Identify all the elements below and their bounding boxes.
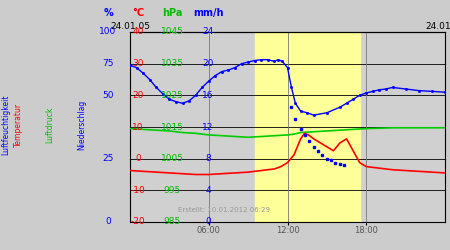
Text: mm/h: mm/h	[193, 8, 223, 18]
Text: 995: 995	[163, 186, 180, 195]
Text: Luftdruck: Luftdruck	[45, 107, 54, 143]
Text: 100: 100	[99, 28, 117, 36]
Text: %: %	[103, 8, 113, 18]
Text: °C: °C	[132, 8, 144, 18]
Text: 75: 75	[102, 59, 114, 68]
Text: 1035: 1035	[161, 59, 184, 68]
Text: 30: 30	[132, 59, 144, 68]
Text: hPa: hPa	[162, 8, 182, 18]
Text: Temperatur: Temperatur	[14, 103, 22, 147]
Text: 0: 0	[135, 154, 141, 163]
Bar	[255, 32, 360, 222]
Text: 24: 24	[202, 28, 214, 36]
Text: Erstellt: 10.01.2012 06:29: Erstellt: 10.01.2012 06:29	[179, 206, 270, 212]
Text: 20: 20	[202, 59, 214, 68]
Text: 0: 0	[105, 218, 111, 226]
Text: 985: 985	[163, 218, 180, 226]
Text: 12: 12	[202, 122, 214, 132]
Text: 1015: 1015	[161, 122, 184, 132]
Text: 25: 25	[102, 154, 114, 163]
Text: -10: -10	[130, 186, 145, 195]
Text: 50: 50	[102, 91, 114, 100]
Text: 1025: 1025	[161, 91, 184, 100]
Text: 16: 16	[202, 91, 214, 100]
Text: Luftfeuchtigkeit: Luftfeuchtigkeit	[1, 95, 10, 155]
Text: Niederschlag: Niederschlag	[77, 100, 86, 150]
Text: 0: 0	[205, 218, 211, 226]
Text: 1005: 1005	[161, 154, 184, 163]
Text: 10: 10	[132, 122, 144, 132]
Text: 8: 8	[205, 154, 211, 163]
Text: 40: 40	[132, 28, 144, 36]
Text: -20: -20	[130, 218, 145, 226]
Text: 20: 20	[132, 91, 144, 100]
Text: 4: 4	[205, 186, 211, 195]
Text: 1045: 1045	[161, 28, 184, 36]
